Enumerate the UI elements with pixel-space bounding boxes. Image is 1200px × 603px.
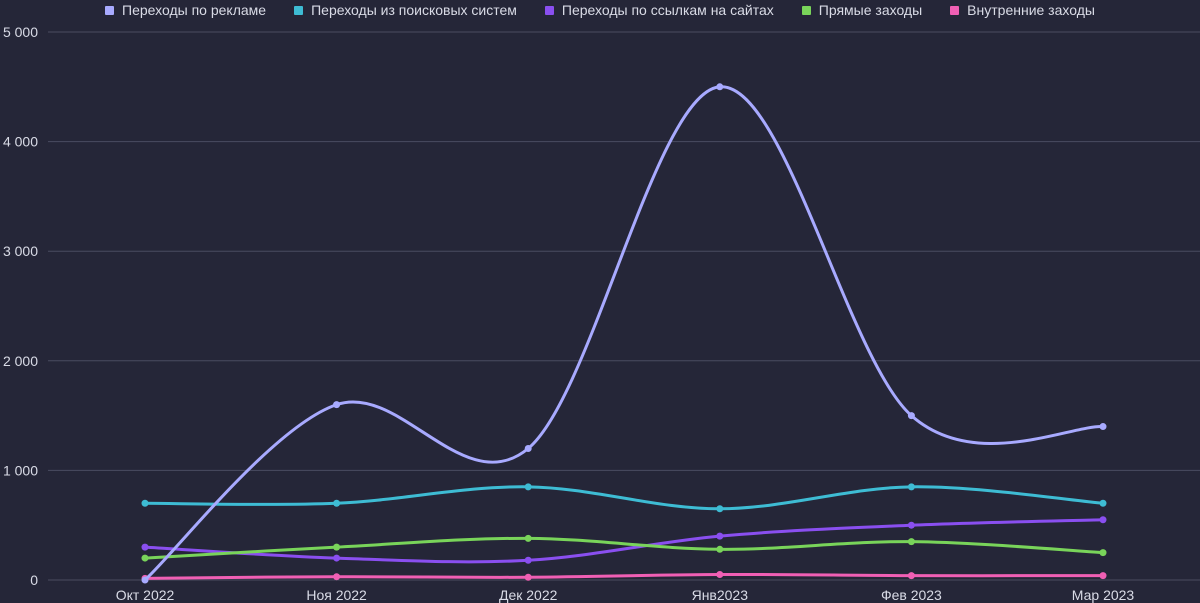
legend-swatch bbox=[950, 5, 960, 15]
series-line bbox=[143, 536, 1105, 560]
data-point[interactable] bbox=[141, 576, 149, 584]
series-line bbox=[143, 518, 1105, 564]
data-point[interactable] bbox=[524, 444, 532, 452]
x-tick-label: Янв2023 bbox=[692, 587, 749, 603]
y-tick-label: 3 000 bbox=[3, 243, 38, 259]
data-point[interactable] bbox=[907, 412, 915, 420]
y-tick-label: 5 000 bbox=[3, 24, 38, 40]
x-tick-label: Ноя 2022 bbox=[306, 587, 367, 603]
data-point[interactable] bbox=[1099, 516, 1107, 524]
legend-item[interactable]: Внутренние заходы bbox=[950, 2, 1095, 18]
legend-item[interactable]: Прямые заходы bbox=[801, 2, 923, 18]
series-line bbox=[143, 572, 1105, 580]
x-tick-label: Мар 2023 bbox=[1072, 587, 1135, 603]
data-point[interactable] bbox=[1099, 499, 1107, 507]
data-point[interactable] bbox=[907, 538, 915, 546]
data-point[interactable] bbox=[907, 521, 915, 529]
legend-label: Внутренние заходы bbox=[967, 2, 1095, 18]
data-point[interactable] bbox=[524, 534, 532, 542]
series-1 bbox=[141, 483, 1107, 513]
data-point[interactable] bbox=[333, 499, 341, 507]
data-point[interactable] bbox=[333, 543, 341, 551]
series-3 bbox=[141, 534, 1107, 562]
legend-label: Прямые заходы bbox=[818, 2, 923, 18]
data-point[interactable] bbox=[524, 556, 532, 564]
data-point[interactable] bbox=[716, 571, 724, 579]
series-line bbox=[143, 485, 1105, 511]
data-point[interactable] bbox=[141, 554, 149, 562]
series-line bbox=[143, 85, 1105, 582]
x-tick-label: Окт 2022 bbox=[116, 587, 175, 603]
data-point[interactable] bbox=[1099, 549, 1107, 557]
legend-item[interactable]: Переходы из поисковых систем bbox=[294, 2, 517, 18]
data-point[interactable] bbox=[333, 573, 341, 581]
data-point[interactable] bbox=[333, 554, 341, 562]
data-point[interactable] bbox=[907, 483, 915, 491]
legend-swatch bbox=[294, 5, 304, 15]
legend-item[interactable]: Переходы по ссылкам на сайтах bbox=[544, 2, 774, 18]
data-point[interactable] bbox=[141, 499, 149, 507]
legend-label: Переходы по ссылкам на сайтах bbox=[561, 2, 774, 18]
chart-legend: Переходы по рекламе Переходы из поисковых… bbox=[0, 0, 1200, 20]
y-tick-label: 0 bbox=[30, 572, 38, 588]
data-point[interactable] bbox=[716, 505, 724, 513]
x-tick-label: Фев 2023 bbox=[881, 587, 942, 603]
data-point[interactable] bbox=[141, 543, 149, 551]
y-tick-label: 4 000 bbox=[3, 134, 38, 150]
data-point[interactable] bbox=[907, 572, 915, 580]
y-tick-label: 2 000 bbox=[3, 353, 38, 369]
legend-label: Переходы по рекламе bbox=[122, 2, 267, 18]
legend-swatch bbox=[105, 5, 115, 15]
legend-swatch bbox=[544, 5, 554, 15]
data-point[interactable] bbox=[716, 545, 724, 553]
legend-swatch bbox=[801, 5, 811, 15]
data-point[interactable] bbox=[716, 532, 724, 540]
legend-label: Переходы из поисковых систем bbox=[311, 2, 517, 18]
data-point[interactable] bbox=[333, 401, 341, 409]
x-tick-label: Дек 2022 bbox=[499, 587, 558, 603]
data-point[interactable] bbox=[524, 573, 532, 581]
data-point[interactable] bbox=[524, 483, 532, 491]
data-point[interactable] bbox=[716, 83, 724, 91]
legend-item[interactable]: Переходы по рекламе bbox=[105, 2, 266, 18]
y-tick-label: 1 000 bbox=[3, 462, 38, 478]
data-point[interactable] bbox=[1099, 423, 1107, 431]
data-point[interactable] bbox=[1099, 572, 1107, 580]
series-0 bbox=[141, 83, 1107, 584]
series-2 bbox=[141, 516, 1107, 564]
